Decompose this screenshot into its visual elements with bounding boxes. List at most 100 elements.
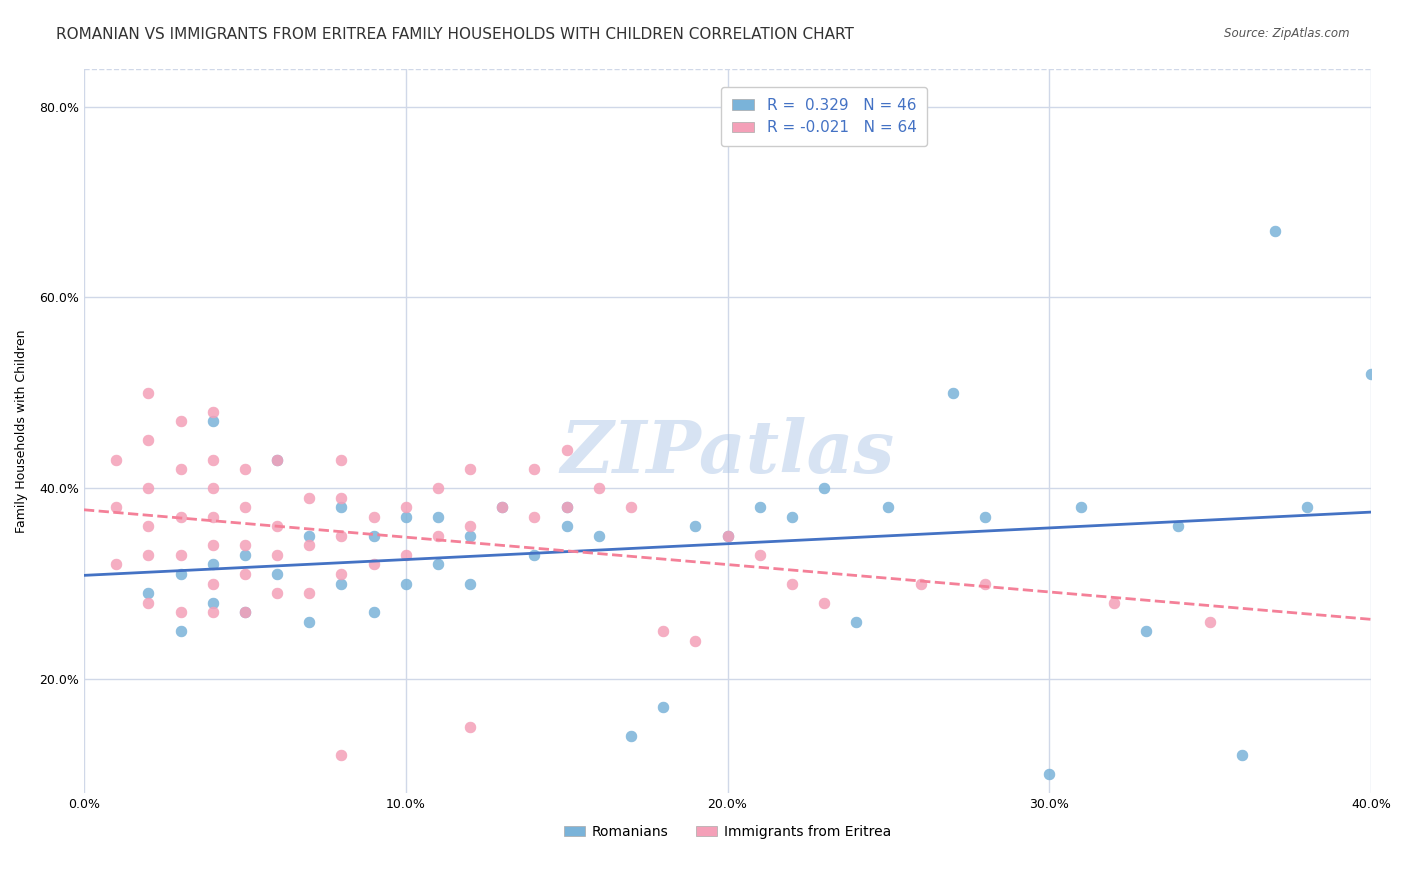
Point: [169, 462, 191, 476]
Point: [330, 491, 353, 505]
Point: [395, 500, 418, 515]
Point: [780, 576, 803, 591]
Point: [201, 414, 224, 428]
Point: [974, 509, 997, 524]
Point: [201, 538, 224, 552]
Point: [266, 586, 288, 600]
Point: [555, 519, 578, 533]
Point: [523, 509, 546, 524]
Point: [458, 462, 481, 476]
Point: [298, 615, 321, 629]
Point: [555, 442, 578, 457]
Point: [1070, 500, 1092, 515]
Point: [395, 576, 418, 591]
Point: [1199, 615, 1222, 629]
Point: [458, 576, 481, 591]
Point: [363, 605, 385, 619]
Point: [330, 748, 353, 763]
Point: [201, 596, 224, 610]
Legend: Romanians, Immigrants from Eritrea: Romanians, Immigrants from Eritrea: [558, 819, 897, 845]
Point: [458, 529, 481, 543]
Point: [201, 509, 224, 524]
Point: [136, 481, 159, 495]
Point: [233, 605, 256, 619]
Point: [298, 529, 321, 543]
Point: [330, 452, 353, 467]
Point: [620, 729, 643, 743]
Point: [233, 462, 256, 476]
Point: [620, 500, 643, 515]
Point: [1167, 519, 1189, 533]
Point: [136, 385, 159, 400]
Point: [716, 529, 738, 543]
Point: [105, 558, 128, 572]
Point: [555, 500, 578, 515]
Point: [426, 558, 449, 572]
Point: [910, 576, 932, 591]
Point: [426, 509, 449, 524]
Point: [169, 605, 191, 619]
Point: [974, 576, 997, 591]
Point: [330, 500, 353, 515]
Point: [233, 605, 256, 619]
Text: ROMANIAN VS IMMIGRANTS FROM ERITREA FAMILY HOUSEHOLDS WITH CHILDREN CORRELATION : ROMANIAN VS IMMIGRANTS FROM ERITREA FAMI…: [56, 27, 853, 42]
Point: [169, 548, 191, 562]
Point: [1360, 367, 1382, 381]
Point: [780, 509, 803, 524]
Point: [685, 633, 707, 648]
Point: [105, 500, 128, 515]
Point: [363, 558, 385, 572]
Point: [491, 500, 513, 515]
Point: [136, 434, 159, 448]
Point: [169, 624, 191, 639]
Point: [813, 481, 835, 495]
Point: [266, 566, 288, 581]
Y-axis label: Family Households with Children: Family Households with Children: [15, 329, 28, 533]
Point: [363, 509, 385, 524]
Point: [136, 596, 159, 610]
Point: [845, 615, 868, 629]
Point: [426, 481, 449, 495]
Point: [652, 624, 675, 639]
Point: [169, 414, 191, 428]
Point: [1263, 224, 1285, 238]
Point: [136, 519, 159, 533]
Point: [201, 452, 224, 467]
Point: [233, 538, 256, 552]
Point: [233, 548, 256, 562]
Point: [266, 452, 288, 467]
Point: [588, 529, 610, 543]
Point: [298, 538, 321, 552]
Point: [330, 566, 353, 581]
Point: [169, 566, 191, 581]
Point: [716, 529, 738, 543]
Point: [136, 548, 159, 562]
Text: Source: ZipAtlas.com: Source: ZipAtlas.com: [1225, 27, 1350, 40]
Point: [523, 548, 546, 562]
Point: [330, 529, 353, 543]
Point: [298, 586, 321, 600]
Point: [491, 500, 513, 515]
Point: [813, 596, 835, 610]
Point: [588, 481, 610, 495]
Point: [169, 509, 191, 524]
Point: [877, 500, 900, 515]
Point: [426, 529, 449, 543]
Point: [555, 500, 578, 515]
Point: [201, 605, 224, 619]
Point: [395, 509, 418, 524]
Point: [1102, 596, 1125, 610]
Point: [201, 405, 224, 419]
Point: [298, 491, 321, 505]
Point: [942, 385, 965, 400]
Point: [363, 529, 385, 543]
Point: [395, 548, 418, 562]
Point: [652, 700, 675, 714]
Point: [330, 576, 353, 591]
Point: [1295, 500, 1317, 515]
Point: [266, 548, 288, 562]
Point: [201, 576, 224, 591]
Point: [748, 500, 770, 515]
Point: [201, 481, 224, 495]
Point: [233, 566, 256, 581]
